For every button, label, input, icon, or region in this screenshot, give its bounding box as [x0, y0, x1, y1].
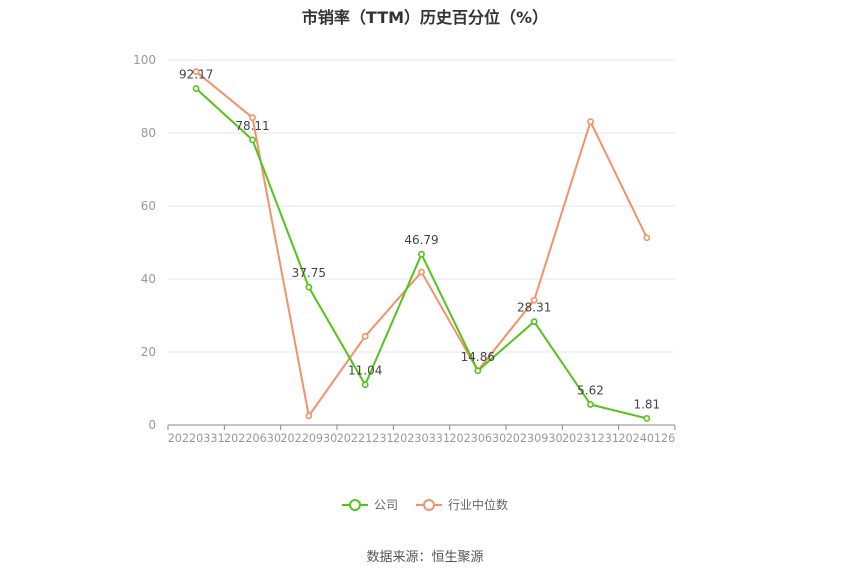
x-tick-label: 20220930	[280, 432, 337, 445]
y-tick-label: 60	[141, 199, 156, 213]
data-point-company	[192, 85, 200, 92]
data-point-industry	[192, 68, 200, 76]
data-label: 46.79	[404, 233, 438, 247]
x-tick-label: 20230630	[449, 432, 506, 445]
data-label: 37.75	[292, 266, 326, 280]
x-tick-label: 20231231	[562, 432, 619, 445]
data-point-industry	[361, 332, 369, 340]
y-tick-label: 80	[141, 126, 156, 140]
legend-swatch-industry	[416, 498, 442, 511]
data-label: 11.04	[348, 364, 382, 378]
x-tick-label: 20230930	[506, 432, 563, 445]
chart-legend: 公司 行业中位数	[0, 496, 850, 513]
data-point-industry	[587, 118, 594, 126]
legend-label-company: 公司	[373, 498, 398, 512]
data-point-company	[474, 367, 482, 375]
x-tick-label: 20221231	[337, 432, 394, 445]
legend-swatch-company	[341, 498, 368, 511]
data-point-company	[305, 283, 313, 291]
x-tick-label: 20220331	[168, 432, 225, 445]
data-point-company	[643, 414, 651, 422]
y-tick-label: 40	[141, 272, 156, 286]
data-point-industry	[530, 296, 538, 304]
x-tick-label: 20220630	[224, 432, 281, 445]
data-point-industry	[249, 114, 256, 122]
data-label: 92.17	[179, 68, 213, 82]
legend-label-industry: 行业中位数	[448, 498, 509, 512]
data-label: 14.86	[461, 350, 495, 364]
data-label: 5.62	[577, 383, 604, 397]
data-point-industry	[643, 234, 651, 242]
y-tick-label: 100	[133, 53, 156, 67]
legend-item-industry[interactable]: 行业中位数	[416, 496, 508, 513]
y-tick-label: 0	[148, 418, 156, 432]
data-point-company	[249, 136, 256, 144]
data-point-company	[361, 381, 369, 389]
data-point-company	[418, 250, 425, 258]
data-point-industry	[305, 412, 313, 420]
data-point-company	[587, 401, 594, 408]
data-point-company	[530, 318, 538, 326]
data-label: 1.81	[633, 397, 660, 411]
data-label: 28.31	[517, 301, 551, 315]
y-tick-label: 20	[141, 345, 156, 359]
data-source: 数据来源：恒生聚源	[366, 550, 484, 565]
data-label: 78.11	[235, 119, 269, 133]
legend-item-company[interactable]: 公司	[341, 496, 398, 513]
data-point-industry	[418, 268, 425, 276]
x-tick-label: 20240126	[618, 432, 675, 445]
chart-title: 市销率（TTM）历史百分位（%）	[301, 8, 549, 27]
x-tick-label: 20230331	[393, 432, 450, 445]
